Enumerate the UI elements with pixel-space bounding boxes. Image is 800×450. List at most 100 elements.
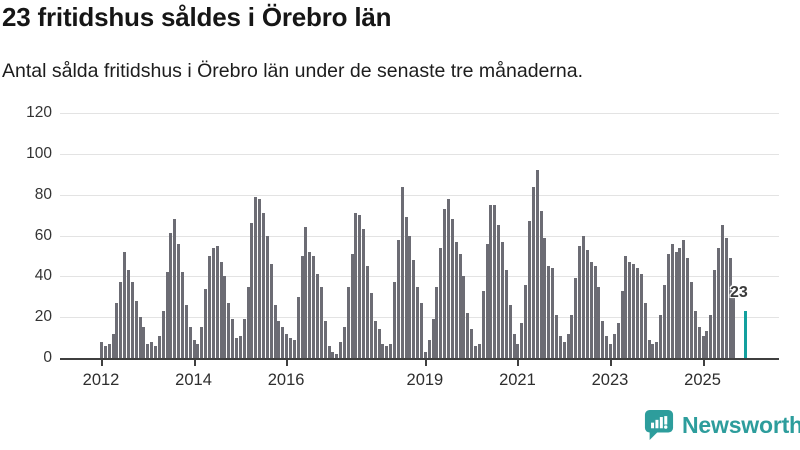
bar [574,278,578,358]
bar [682,239,686,358]
bar [354,213,358,358]
bar [578,245,582,358]
bar [350,253,354,358]
bar [670,243,674,358]
bar [493,204,497,358]
bar [184,304,188,358]
y-axis-label: 100 [26,144,52,162]
gridline [60,113,779,114]
bar [300,255,304,358]
bar [130,282,134,358]
bar [246,286,250,358]
bar [385,345,389,358]
bar [369,292,373,358]
bar [697,327,701,358]
bar-chart-plot: 0 20 40 60 80 100 120 2012 2014 2016 2019 2021 2023… [26,104,779,389]
bar [724,237,728,358]
bar [716,247,720,358]
x-axis-label: 2025 [684,371,721,389]
y-axis-label: 0 [43,349,52,366]
bar [686,257,690,358]
bar [689,282,693,358]
bar [234,337,238,358]
bar [612,333,616,358]
x-axis-tick [702,358,705,366]
bar [589,262,593,358]
bar [126,270,130,358]
bar [123,251,127,358]
bar [342,327,346,358]
bar [655,341,659,358]
bar [555,315,558,358]
bar [528,221,532,358]
bar [570,315,574,358]
bar [693,311,697,358]
bar [524,284,528,358]
bar [100,341,103,358]
bar [366,266,370,358]
bar [304,227,308,358]
bar [323,321,327,358]
x-axis-label: 2019 [406,371,444,389]
bar [138,317,142,358]
bar [173,219,177,358]
bar [242,319,246,358]
bar [674,251,678,358]
x-axis-label: 2023 [591,371,629,389]
bar [362,229,366,358]
bar [427,339,431,358]
bar [404,217,408,358]
highlight-value-label: 23 [729,284,748,302]
bar [720,225,724,358]
bar [543,237,547,358]
bar [639,274,643,358]
bar [285,333,289,358]
bar [643,302,647,358]
x-axis-tick [517,358,520,366]
bar [709,315,713,358]
x-axis-tick [101,358,103,366]
bar [508,304,512,358]
bar [250,223,254,358]
bar [412,260,416,358]
bar [161,311,165,358]
bar [258,198,262,358]
newsworthy-logo: Newsworthy [644,409,800,441]
bar [547,266,551,358]
bar [624,255,628,358]
bar [566,333,570,358]
x-axis-tick [609,358,612,366]
bar [512,333,516,358]
gridline [60,153,779,155]
bar [269,264,273,358]
x-axis-label: 2012 [82,371,120,389]
bar [188,327,192,358]
chart-title: 23 fritidshus såldes i Örebro län [2,2,392,32]
bar [470,329,474,358]
bar [142,327,146,358]
gridline [60,194,779,196]
bar [165,272,169,358]
bar [454,241,458,358]
bar [238,335,242,358]
bar [265,235,269,358]
bar [466,313,470,358]
bar [647,339,651,358]
newsworthy-chart-bubble-icon [644,410,674,440]
bar [211,247,215,358]
bar [558,335,562,358]
x-axis-tick [424,358,427,366]
bar [150,341,154,358]
bar [458,253,462,358]
bar [582,235,585,358]
bar [111,333,115,358]
y-axis-label: 80 [34,185,52,203]
bar [420,302,424,358]
bar [281,327,285,358]
bar [196,343,200,358]
bar [177,243,181,358]
bar [585,249,589,358]
bar [659,315,663,358]
gridline [60,276,779,278]
bar [215,245,219,358]
